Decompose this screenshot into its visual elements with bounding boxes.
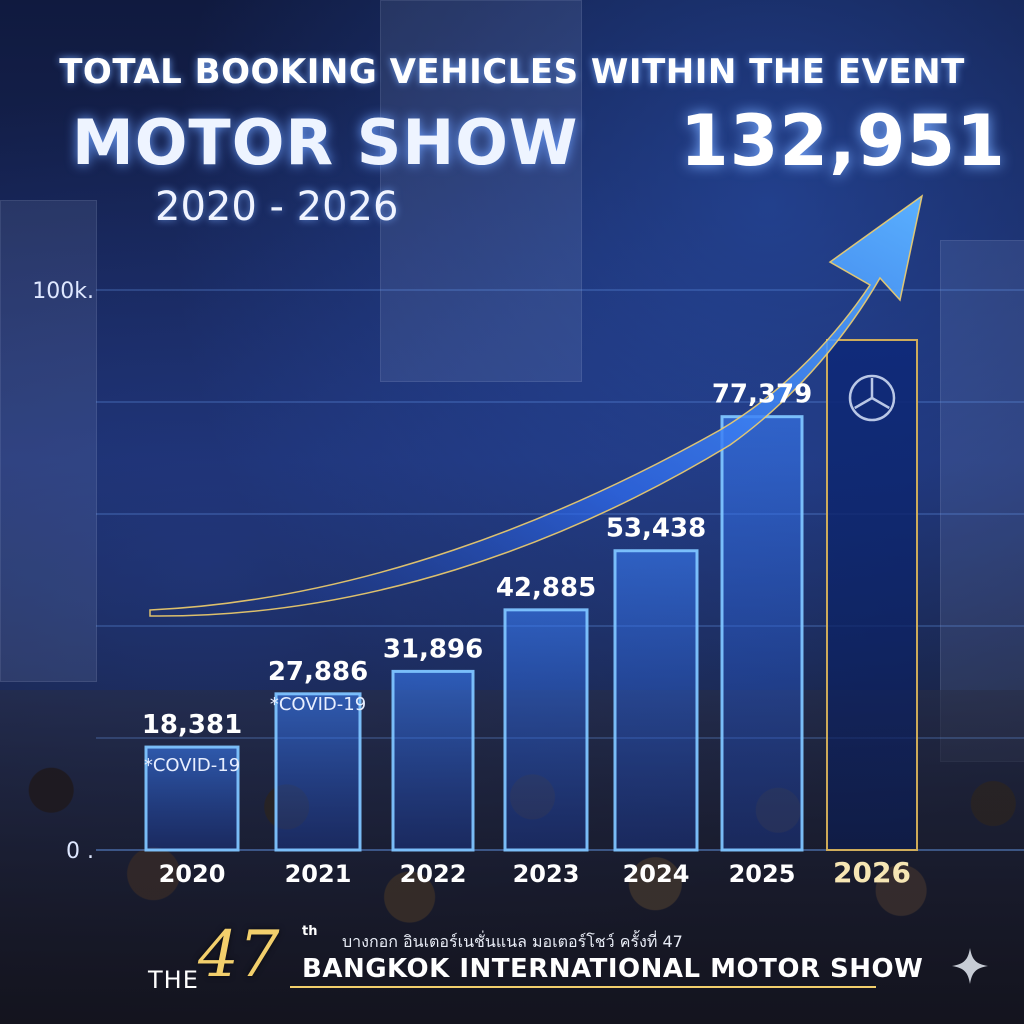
trend-arrow: [149, 194, 924, 617]
x-tick-label: 2022: [400, 860, 467, 888]
bar: [274, 692, 362, 852]
bar: [613, 549, 699, 852]
bar: [503, 608, 589, 852]
bar: [720, 415, 804, 852]
bar: [391, 669, 475, 852]
bar-labels: 0 . 100k. 18,381 *COVID-19 2020 27,886 *COVID-…: [32, 279, 911, 889]
edition-number: 47: [198, 918, 280, 992]
bar: [144, 745, 240, 852]
years-range: 2020 - 2026: [155, 184, 399, 230]
x-tick-label: 2021: [285, 860, 352, 888]
edition-suffix: th: [302, 924, 318, 939]
brand-logo-spoke: [854, 396, 873, 410]
x-tick-label: 2020: [159, 860, 226, 888]
footer-the-label: THE: [148, 966, 199, 994]
bars: [144, 339, 918, 852]
background-booth-right: [940, 240, 1024, 762]
sparkle-icon: [952, 948, 988, 984]
data-label: 53,438: [606, 514, 706, 544]
footer-divider: [290, 986, 876, 988]
data-label: 18,381: [142, 710, 242, 740]
bar: [826, 339, 918, 851]
x-tick-label: 2026: [833, 856, 911, 889]
x-tick-label: 2025: [729, 860, 796, 888]
event-title: MOTOR SHOW: [72, 106, 579, 179]
event-name: BANGKOK INTERNATIONAL MOTOR SHOW: [302, 954, 924, 984]
trend-arrow-icon: [149, 194, 924, 617]
y-tick-label: 100k.: [32, 279, 94, 304]
data-label: 77,379: [712, 380, 812, 410]
data-label: 27,886: [268, 657, 368, 687]
data-label: 42,885: [496, 573, 596, 603]
data-label: 31,896: [383, 634, 483, 664]
covid-annotation: *COVID-19: [144, 755, 240, 776]
y-tick-label: 0 .: [66, 839, 94, 864]
brand-logo-icon: [848, 374, 896, 422]
x-tick-label: 2024: [623, 860, 690, 888]
background-booth-center: [380, 0, 582, 382]
background-booth-left: [0, 200, 97, 682]
x-tick-label: 2023: [513, 860, 580, 888]
covid-annotation: *COVID-19: [270, 694, 366, 715]
total-bookings-value: 132,951: [680, 100, 1006, 182]
brand-logo-spoke: [871, 396, 890, 410]
chart-title: TOTAL BOOKING VEHICLES WITHIN THE EVENT: [59, 52, 965, 92]
thai-subtitle: บางกอก อินเตอร์เนชั่นแนล มอเตอร์โชว์ ครั…: [342, 932, 683, 951]
